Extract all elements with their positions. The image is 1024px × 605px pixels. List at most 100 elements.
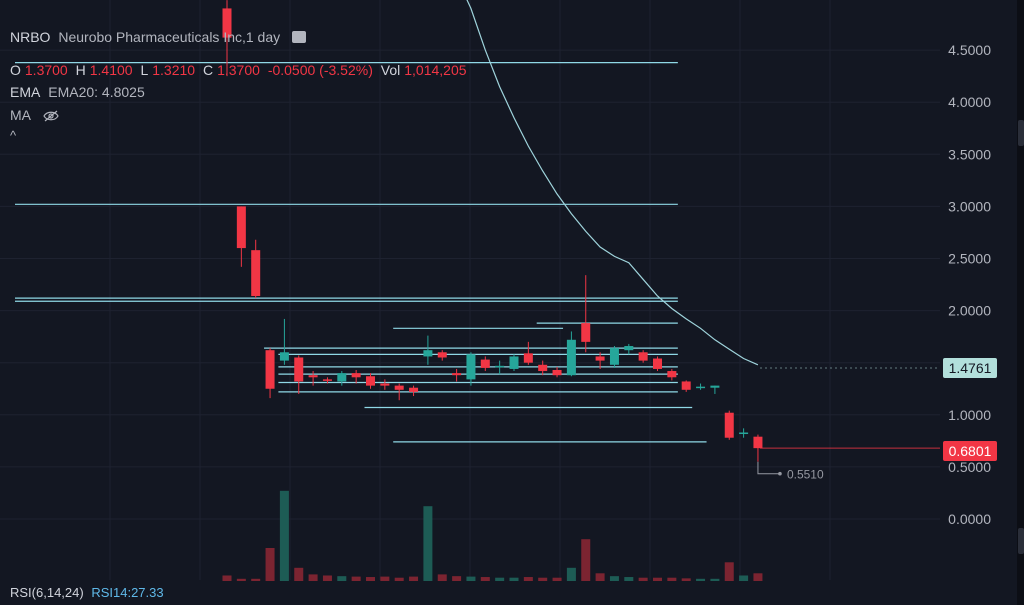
- y-axis-tick-label: 3.0000: [948, 198, 991, 214]
- low-marker-dot: [778, 471, 782, 476]
- ticker-symbol: NRBO: [10, 29, 51, 45]
- low-value: 1.3210: [152, 62, 196, 78]
- rsi-label: RSI(6,14,24): [10, 585, 84, 600]
- low-label: L: [140, 62, 149, 78]
- collapse-legend-button[interactable]: ^: [10, 128, 17, 143]
- ema-label: EMA: [10, 84, 41, 100]
- volume-bar: [279, 490, 289, 581]
- volume-bar: [409, 576, 419, 581]
- ema-price-tag: 1.4761: [943, 358, 997, 378]
- ema-legend[interactable]: EMA EMA20: 4.8025: [10, 84, 149, 100]
- close-value: 1.3700: [217, 62, 260, 78]
- candle-body: [423, 350, 433, 357]
- candle-body: [337, 373, 347, 382]
- candle-body: [279, 352, 289, 361]
- y-axis-tick-label: 2.5000: [948, 251, 991, 267]
- close-label: C: [202, 62, 214, 78]
- candle-body: [322, 379, 332, 381]
- candle-body: [366, 376, 375, 386]
- high-label: H: [75, 62, 86, 78]
- data-window-icon[interactable]: [292, 31, 307, 43]
- candle-body: [667, 371, 677, 378]
- y-axis-tick-label: 0.0000: [948, 511, 991, 527]
- candle-body: [638, 352, 648, 361]
- candle-body: [595, 356, 605, 361]
- volume-bar: [294, 567, 304, 581]
- candle-body: [696, 386, 706, 389]
- volume-bar: [710, 578, 720, 581]
- volume-bar: [394, 577, 404, 581]
- scroll-handle[interactable]: [1018, 120, 1024, 146]
- candle-body: [308, 375, 318, 378]
- y-axis-tick-label: 4.5000: [948, 42, 991, 58]
- volume-bar: [595, 573, 605, 581]
- volume-bar: [523, 577, 533, 581]
- ohlc-legend: O 1.3700 H 1.4100 L 1.3210 C 1.3700 -0.0500 …: [10, 62, 471, 78]
- candle-body: [552, 369, 562, 376]
- volume-bar: [337, 576, 347, 581]
- candle-body: [351, 373, 361, 378]
- volume-bar: [366, 577, 375, 581]
- low-marker-line: [757, 461, 780, 475]
- rsi-legend[interactable]: RSI(6,14,24) RSI14:27.33: [10, 585, 164, 600]
- candle-body: [380, 383, 390, 386]
- candle-body: [624, 346, 634, 351]
- ema-value: EMA20: 4.8025: [48, 84, 145, 100]
- y-axis-tick-label: 1.0000: [948, 407, 991, 423]
- volume-bar: [681, 578, 691, 581]
- volume-bar: [308, 574, 318, 581]
- chart-title: Neurobo Pharmaceuticals Inc,1 day: [58, 29, 281, 45]
- candle-body: [566, 339, 576, 376]
- volume-bar: [753, 573, 763, 581]
- candle-body: [653, 358, 662, 369]
- candle-body: [437, 352, 447, 358]
- candle-body: [581, 323, 591, 342]
- volume-bar: [724, 562, 734, 581]
- volume-bar: [351, 576, 361, 581]
- candle-body: [495, 365, 505, 368]
- scroll-handle[interactable]: [1018, 528, 1024, 554]
- volume-bar: [566, 567, 576, 581]
- volume-bar: [452, 576, 462, 581]
- candle-body: [538, 364, 548, 372]
- right-scroll-strip: [1017, 0, 1024, 605]
- volume-bar: [437, 574, 447, 581]
- ma-legend[interactable]: MA: [10, 107, 59, 123]
- candle-body: [480, 359, 490, 368]
- volume-bar: [265, 548, 275, 581]
- candle-body: [523, 353, 533, 363]
- open-value: 1.3700: [24, 62, 68, 78]
- high-value: 1.4100: [89, 62, 133, 78]
- volume-bar: [538, 577, 548, 581]
- rsi-value: RSI14:27.33: [91, 585, 164, 600]
- candle-body: [251, 250, 261, 297]
- y-axis-tick-label: 2.0000: [948, 303, 991, 319]
- volume-bar: [423, 506, 433, 581]
- volume-bar: [581, 539, 591, 581]
- volume-bar: [466, 576, 476, 581]
- symbol-legend[interactable]: NRBO Neurobo Pharmaceuticals Inc,1 day: [10, 29, 310, 45]
- volume-bar: [552, 577, 562, 581]
- volume-label: Vol: [380, 62, 401, 78]
- volume-bar: [638, 577, 648, 581]
- volume-bar: [251, 578, 261, 581]
- hidden-eye-icon[interactable]: [43, 110, 59, 122]
- candle-body: [294, 357, 304, 382]
- candle-body: [452, 373, 462, 376]
- ema20-line: [466, 0, 759, 366]
- open-label: O: [10, 62, 21, 78]
- candle-body: [609, 348, 619, 365]
- candle-body: [710, 385, 720, 388]
- volume-bar: [653, 577, 662, 581]
- volume-bar: [380, 576, 390, 581]
- volume-bar: [739, 575, 749, 581]
- candle-body: [509, 356, 519, 369]
- candle-body: [681, 381, 691, 390]
- candle-body: [753, 436, 763, 449]
- volume-bar: [696, 578, 706, 581]
- y-axis-tick-label: 0.5000: [948, 459, 991, 475]
- volume-bar: [222, 575, 232, 581]
- volume-bar: [480, 577, 490, 581]
- volume-bar: [322, 575, 332, 581]
